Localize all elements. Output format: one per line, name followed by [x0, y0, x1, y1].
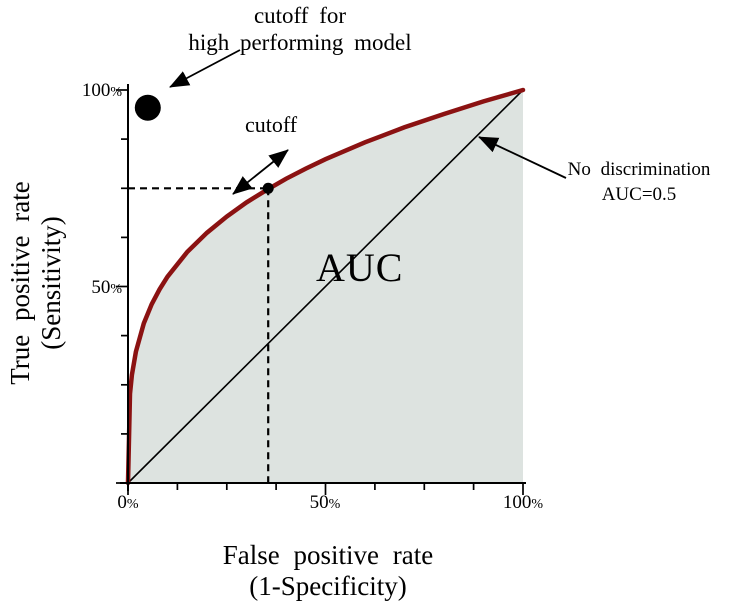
cutoff-guide-lines [128, 187, 270, 483]
y-tick-label-50: 50% [60, 277, 122, 299]
axes [116, 84, 526, 495]
x-tick-0-percent: % [126, 497, 139, 512]
roc-curve [125, 87, 526, 486]
no-discrimination-line [127, 89, 524, 484]
high-cutoff-arrow [169, 49, 241, 88]
x-tick-label-50: 50% [295, 492, 355, 514]
y-axis-title-line2: (Sensitivity) [36, 216, 66, 350]
x-tick-100-percent: % [531, 497, 544, 512]
x-tick-50-value: 50 [309, 492, 329, 513]
x-axis-title-line1: False positive rate [222, 540, 434, 570]
high-cutoff-annotation: cutoff for high performing model [150, 2, 450, 56]
cutoff-annotation: cutoff [245, 112, 298, 137]
x-tick-50-percent: % [328, 497, 341, 512]
y-tick-label-100: 100% [60, 80, 122, 102]
y-tick-50-percent: % [110, 282, 122, 297]
no-discrimination-line2: AUC=0.5 [601, 183, 677, 205]
y-axis-title: True positive rate (Sensitivity) [5, 73, 67, 493]
high-performing-cutoff-marker [134, 94, 161, 121]
x-axis-title: False positive rate (1-Specificity) [128, 540, 528, 602]
no-discrimination-arrow [478, 136, 567, 179]
no-discrimination-annotation: No discrimination AUC=0.5 [548, 158, 730, 207]
y-tick-100-value: 100 [81, 80, 111, 101]
auc-annotation: AUC [316, 245, 404, 290]
x-tick-0-value: 0 [117, 492, 127, 513]
x-tick-100-value: 100 [502, 492, 532, 513]
x-axis-title-line2: (1-Specificity) [249, 571, 407, 602]
high-cutoff-annotation-line2: high performing model [188, 30, 412, 56]
annotation-arrows [169, 49, 567, 195]
y-axis-title-line1: True positive rate [4, 181, 35, 385]
cutoff-point-marker [262, 182, 274, 194]
high-cutoff-annotation-line1: cutoff for [253, 3, 347, 28]
no-discrimination-line1: No discrimination [567, 159, 711, 180]
x-tick-label-0: 0% [98, 492, 158, 514]
y-tick-50-value: 50 [91, 277, 111, 298]
cutoff-double-arrow [232, 149, 289, 195]
y-tick-100-percent: % [110, 85, 122, 100]
x-tick-label-100: 100% [493, 492, 553, 514]
